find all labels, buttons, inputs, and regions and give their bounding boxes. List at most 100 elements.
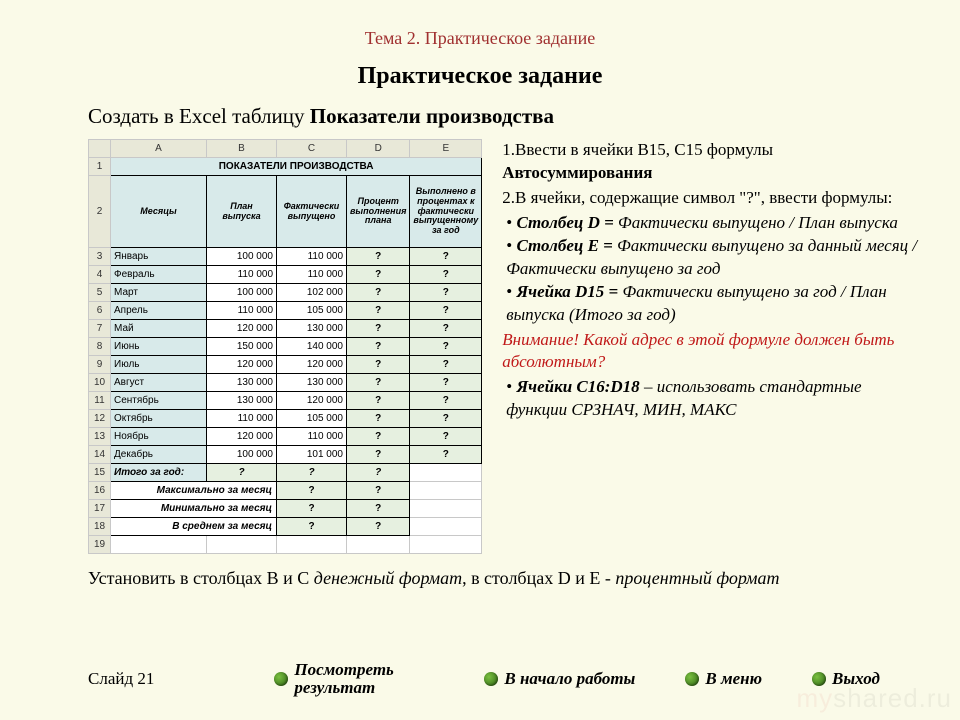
row-header: 7 [89,320,111,338]
row-header: 2 [89,176,111,248]
row-header: 17 [89,500,111,518]
instr-1b: Автосуммирования [502,163,652,182]
fact-cell: 120 000 [277,392,347,410]
total-label: Итого за год: [111,464,207,482]
col-header [89,140,111,158]
month-cell: Ноябрь [111,428,207,446]
formula-cell: ? [347,392,410,410]
instr-2: 2.В ячейки, содержащие символ "?", ввест… [502,187,920,210]
instr-b3a: Ячейка D15 = [516,282,622,301]
col-header: D [347,140,410,158]
plan-cell: 100 000 [207,248,277,266]
row-header: 18 [89,518,111,536]
fact-cell: 140 000 [277,338,347,356]
row-header: 1 [89,158,111,176]
month-cell: Октябрь [111,410,207,428]
formula-cell: ? [347,284,410,302]
formula-cell: ? [410,320,482,338]
row-header: 12 [89,410,111,428]
topic-label: Тема 2. Практическое задание [0,0,960,49]
fact-cell: 102 000 [277,284,347,302]
col-header: C [277,140,347,158]
formula-cell: ? [207,464,277,482]
blank-cell [207,536,277,554]
instr-warning: Внимание! Какой адрес в этой формуле дол… [502,329,920,375]
formula-cell: ? [347,500,410,518]
formula-cell: ? [347,482,410,500]
table-col-header: Выполнено в процентах к фактически выпущ… [410,176,482,248]
nav-menu[interactable]: В меню [685,661,762,698]
formula-cell: ? [347,320,410,338]
slide-number: Слайд 21 [88,669,154,689]
fact-cell: 130 000 [277,320,347,338]
instr-b1a: Столбец D = [516,213,618,232]
row-header: 8 [89,338,111,356]
formula-cell: ? [347,518,410,536]
row-header: 15 [89,464,111,482]
fact-cell: 110 000 [277,248,347,266]
instr-b1b: Фактически выпущено / План выпуска [618,213,898,232]
formula-cell: ? [347,464,410,482]
plan-cell: 130 000 [207,392,277,410]
excel-table: ABCDE1ПОКАЗАТЕЛИ ПРОИЗВОДСТВА2МесяцыПлан… [88,139,482,554]
subtitle: Создать в Excel таблицу Показатели произ… [88,104,960,129]
col-header: B [207,140,277,158]
formula-cell: ? [410,410,482,428]
table-col-header: Месяцы [111,176,207,248]
formula-cell: ? [410,374,482,392]
month-cell: Август [111,374,207,392]
formula-cell: ? [410,248,482,266]
plan-cell: 110 000 [207,410,277,428]
bottom-nav: Слайд 21 Посмотреть результат В начало р… [0,661,960,698]
month-cell: Сентябрь [111,392,207,410]
formula-cell: ? [347,428,410,446]
fact-cell: 110 000 [277,428,347,446]
fact-cell: 101 000 [277,446,347,464]
nav-exit[interactable]: Выход [812,661,880,698]
excel-screenshot: ABCDE1ПОКАЗАТЕЛИ ПРОИЗВОДСТВА2МесяцыПлан… [88,139,482,554]
nav-view-result-label: Посмотреть результат [294,661,434,698]
formula-cell: ? [410,446,482,464]
fact-cell: 120 000 [277,356,347,374]
month-cell: Март [111,284,207,302]
blank-cell [410,536,482,554]
formula-cell: ? [347,266,410,284]
table-col-header: План выпуска [207,176,277,248]
month-cell: Май [111,320,207,338]
formula-cell: ? [347,302,410,320]
fact-cell: 110 000 [277,266,347,284]
instr-1a: 1.Ввести в ячейки B15, C15 формулы [502,140,773,159]
plan-cell: 150 000 [207,338,277,356]
formula-cell: ? [277,464,347,482]
plan-cell: 120 000 [207,320,277,338]
plan-cell: 100 000 [207,446,277,464]
nav-view-result[interactable]: Посмотреть результат [274,661,434,698]
subtitle-prefix: Создать в Excel таблицу [88,104,310,128]
nav-exit-label: Выход [832,670,880,689]
footnote-c: , в столбцах D и E - [462,568,615,588]
bullet-icon [484,672,498,686]
table-col-header: Фактически выпущено [277,176,347,248]
row-header: 5 [89,284,111,302]
month-cell: Апрель [111,302,207,320]
row-header: 19 [89,536,111,554]
bullet-icon [274,672,288,686]
blank-cell [111,536,207,554]
plan-cell: 120 000 [207,356,277,374]
table-col-header: Процент выполнения плана [347,176,410,248]
formula-cell: ? [347,248,410,266]
blank-cell [277,536,347,554]
nav-start[interactable]: В начало работы [484,661,635,698]
page-title: Практическое задание [0,63,960,90]
formula-cell: ? [410,266,482,284]
row-header: 10 [89,374,111,392]
row-header: 13 [89,428,111,446]
nav-menu-label: В меню [705,670,762,689]
instr-b4a: Ячейки C16:D18 [516,377,643,396]
formula-cell: ? [347,446,410,464]
bullet-icon [685,672,699,686]
formula-cell: ? [347,356,410,374]
plan-cell: 120 000 [207,428,277,446]
formula-cell: ? [277,518,347,536]
bullet-icon [812,672,826,686]
